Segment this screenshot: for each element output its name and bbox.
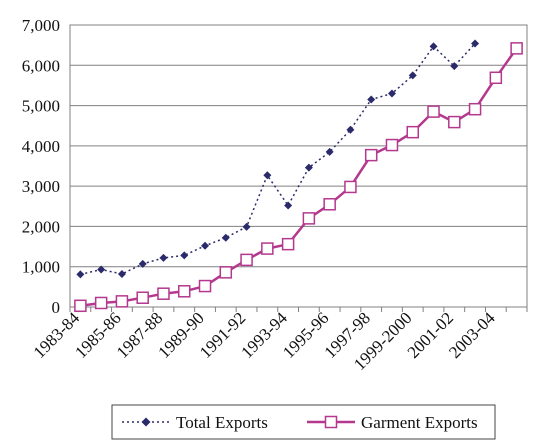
- data-point-total-exports: [263, 171, 272, 180]
- data-point-garment-exports: [94, 296, 108, 310]
- y-tick-label: 2,000: [22, 217, 60, 236]
- data-point-total-exports: [201, 241, 210, 250]
- y-tick-label: 1,000: [22, 258, 60, 277]
- x-tick-label: 1995-96: [279, 308, 333, 362]
- data-point-garment-exports: [489, 71, 503, 85]
- data-point-garment-exports: [115, 295, 129, 308]
- gridlines: [70, 64, 527, 268]
- y-tick-label: 3,000: [22, 177, 60, 196]
- x-tick-label: 1987-88: [113, 308, 167, 362]
- y-tick-label: 4,000: [22, 137, 60, 156]
- data-point-garment-exports: [448, 115, 461, 129]
- data-point-total-exports: [325, 147, 334, 156]
- data-point-garment-exports: [178, 285, 191, 298]
- data-point-garment-exports: [74, 299, 87, 313]
- data-point-total-exports: [117, 269, 126, 278]
- data-point-garment-exports: [136, 291, 149, 304]
- data-point-total-exports: [180, 251, 189, 260]
- x-tick-label: 2001-02: [404, 308, 458, 362]
- legend-label-total-exports: Total Exports: [176, 413, 268, 432]
- data-point-total-exports: [242, 222, 251, 231]
- legend-box: [111, 404, 496, 440]
- data-point-garment-exports: [468, 102, 482, 116]
- data-point-garment-exports: [323, 198, 336, 211]
- data-point-total-exports: [429, 42, 438, 51]
- data-point-total-exports: [304, 163, 313, 172]
- series-line-total-exports: [80, 42, 476, 276]
- data-point-garment-exports: [510, 42, 523, 55]
- x-tick-label: 1991-92: [196, 308, 250, 362]
- data-point-garment-exports: [385, 138, 399, 152]
- data-point-garment-exports: [302, 212, 316, 225]
- data-point-total-exports: [76, 270, 85, 279]
- data-point-total-exports: [159, 253, 168, 262]
- series-layer: [74, 39, 523, 313]
- data-point-garment-exports: [364, 148, 378, 162]
- legend-marker-total-exports: [141, 417, 151, 427]
- data-point-total-exports: [471, 39, 480, 48]
- y-tick-label: 6,000: [22, 56, 60, 75]
- data-point-garment-exports: [240, 253, 253, 267]
- data-point-total-exports: [408, 71, 417, 80]
- legend: Total Exports Garment Exports: [111, 404, 496, 440]
- x-tick-label: 1985-86: [71, 308, 125, 362]
- data-point-garment-exports: [406, 125, 419, 139]
- data-point-garment-exports: [344, 180, 357, 194]
- data-point-total-exports: [346, 125, 355, 134]
- data-point-garment-exports: [198, 279, 212, 293]
- y-tick-label: 0: [52, 298, 61, 317]
- data-point-total-exports: [387, 89, 396, 98]
- y-tick-label: 5,000: [22, 97, 60, 116]
- x-axis-ticks: 1983-841985-861987-881989-901991-921993-…: [30, 307, 528, 374]
- y-tick-label: 7,000: [22, 16, 60, 35]
- plot-area-border: [69, 24, 528, 308]
- data-point-garment-exports: [281, 237, 295, 251]
- series-line-garment-exports: [80, 47, 518, 308]
- legend-marker-garment-exports: [324, 415, 338, 429]
- data-point-garment-exports: [157, 287, 170, 300]
- data-point-total-exports: [221, 233, 230, 242]
- data-point-total-exports: [284, 201, 293, 210]
- data-point-garment-exports: [261, 242, 274, 255]
- data-point-total-exports: [367, 95, 376, 104]
- data-point-total-exports: [97, 265, 106, 274]
- x-tick-label: 2003-04: [445, 308, 499, 362]
- x-tick-label: 1989-90: [154, 308, 208, 362]
- data-point-garment-exports: [219, 266, 233, 279]
- y-axis-ticks: 0 1,000 2,000 3,000 4,000 5,000 6,000 7,000: [22, 16, 60, 317]
- data-point-garment-exports: [427, 105, 440, 118]
- legend-label-garment-exports: Garment Exports: [361, 413, 478, 432]
- data-point-total-exports: [138, 259, 147, 268]
- data-point-total-exports: [450, 62, 459, 71]
